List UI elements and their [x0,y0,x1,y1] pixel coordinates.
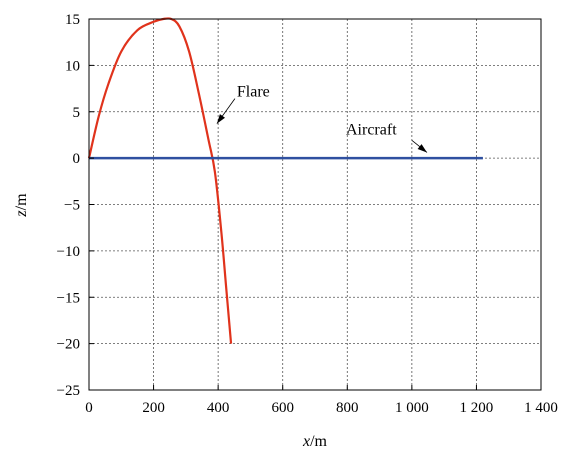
x-axis-var: x [302,433,310,450]
series-layer [87,17,483,344]
y-tick-label: −15 [57,290,80,306]
x-tick-label: 1 200 [460,400,494,416]
y-axis-unit: /m [13,193,30,210]
x-tick-label: 800 [336,400,359,416]
y-axis-var: z [13,210,30,218]
y-tick-label: 15 [65,12,80,28]
aircraft-annotation-label: Aircraft [346,121,397,138]
aircraft-annotation-arrowhead [417,144,427,153]
x-tick-label: 1 000 [395,400,429,416]
x-tick-label: 600 [271,400,294,416]
x-axis-label: x/m [302,433,328,450]
y-tick-label: 0 [73,151,81,167]
x-tick-label: 200 [142,400,165,416]
y-tick-label: −5 [64,198,80,214]
y-tick-label: −10 [57,244,80,260]
flare-annotation-arrowhead [216,114,226,124]
x-tick-label: 1 400 [524,400,558,416]
x-tick-label: 0 [85,400,93,416]
x-tick-label: 400 [207,400,230,416]
x-axis-unit: /m [310,433,327,450]
series-line-flare [87,17,233,344]
y-tick-label: −20 [57,337,80,353]
y-axis-ticks: 15 10 5 0 −5 −10 −15 −20 −25 [57,12,94,399]
y-axis-label: z/m [13,193,30,218]
flare-annotation-label: Flare [237,84,270,101]
annotations: Flare Aircraft [216,84,428,153]
y-tick-label: 10 [65,58,80,74]
y-tick-label: −25 [57,383,80,399]
y-tick-label: 5 [73,105,81,121]
x-axis-ticks: 0 200 400 600 800 1 000 1 200 1 400 [85,385,558,416]
